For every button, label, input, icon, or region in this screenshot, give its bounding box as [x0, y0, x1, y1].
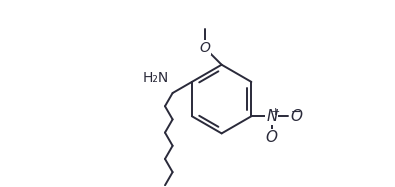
Text: H₂N: H₂N: [143, 71, 169, 85]
Text: O: O: [266, 130, 278, 145]
Text: N: N: [266, 109, 277, 124]
Text: O: O: [199, 41, 210, 55]
Text: O: O: [290, 109, 302, 124]
Text: −: −: [290, 106, 301, 119]
Text: +: +: [271, 107, 280, 117]
